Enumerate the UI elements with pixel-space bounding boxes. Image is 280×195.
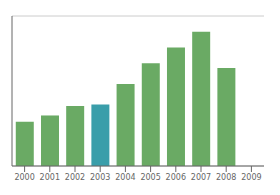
svg-text:2003: 2003: [90, 173, 110, 182]
svg-text:2008: 2008: [216, 173, 236, 182]
svg-text:2007: 2007: [191, 173, 211, 182]
svg-text:2000: 2000: [14, 173, 34, 182]
svg-text:2005: 2005: [140, 173, 160, 182]
svg-text:2006: 2006: [166, 173, 186, 182]
svg-text:2009: 2009: [241, 173, 261, 182]
svg-text:2001: 2001: [40, 173, 60, 182]
svg-text:2002: 2002: [65, 173, 85, 182]
svg-text:2004: 2004: [115, 173, 135, 182]
